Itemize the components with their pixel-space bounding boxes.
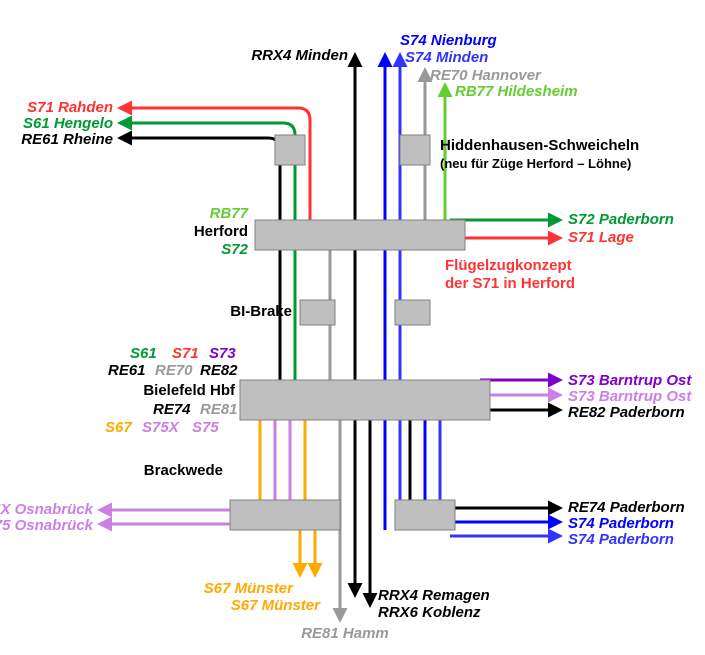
label: RRX4 Minden [251,47,348,64]
label: RE81 [200,401,238,418]
label: S73 Barntrup Ost [568,372,692,389]
label: S74 Minden [405,49,488,66]
label: S75X [142,419,180,436]
station-herford [255,220,465,250]
label: Hiddenhausen-Schweicheln [440,137,639,154]
label: RE81 Hamm [301,625,389,642]
station-hiddenhausen2 [400,135,430,165]
label: S72 Paderborn [568,211,674,228]
station-brackwede2 [395,500,455,530]
label: RRX4 Remagen [378,587,490,604]
label: Herford [194,223,248,240]
label: Flügelzugkonzept [445,257,572,274]
label: S67 [105,419,132,436]
label: RB77 [210,205,249,222]
station-bi-brake2 [395,300,430,325]
label: S67 Münster [204,580,294,597]
rail-diagram: RRX4 Minden S74 NienburgS74 MindenRE70 Ha… [0,0,705,655]
station-bielefeld [240,380,490,420]
label: S73 [209,345,236,362]
label: BI-Brake [230,303,292,320]
label: RE70 [155,362,193,379]
label: RB77 Hildesheim [455,83,578,100]
label: S71 Rahden [27,99,113,116]
label: RE61 Rheine [21,131,113,148]
label: RE74 Paderborn [568,499,685,516]
label: Brackwede [144,462,223,479]
label: S71 [172,345,199,362]
station-brackwede1 [230,500,340,530]
label: S72 [221,241,248,258]
label: RE82 Paderborn [568,404,685,421]
label: S75 [192,419,219,436]
label: S71 Lage [568,229,634,246]
label: RE70 Hannover [430,67,542,84]
label: S73 Barntrup Ost [568,388,692,405]
label: RE74 [153,401,191,418]
label: RE61 [108,362,146,379]
label: S74 Paderborn [568,531,674,548]
label: RE82 [200,362,238,379]
line-s61-hengelo [120,123,295,380]
label: S75X Osnabrück [0,501,94,518]
label: S67 Münster [231,597,321,614]
label: RRX6 Koblenz [378,604,481,621]
label: Bielefeld Hbf [143,382,236,399]
label: S61 [130,345,157,362]
label: S75 Osnabrück [0,517,94,534]
station-hiddenhausen [275,135,305,165]
label: S61 Hengelo [23,115,113,132]
label: S74 Paderborn [568,515,674,532]
station-bi-brake1 [300,300,335,325]
label: S74 Nienburg [400,32,497,49]
label: (neu für Züge Herford – Löhne) [440,156,631,171]
label: der S71 in Herford [445,275,575,292]
